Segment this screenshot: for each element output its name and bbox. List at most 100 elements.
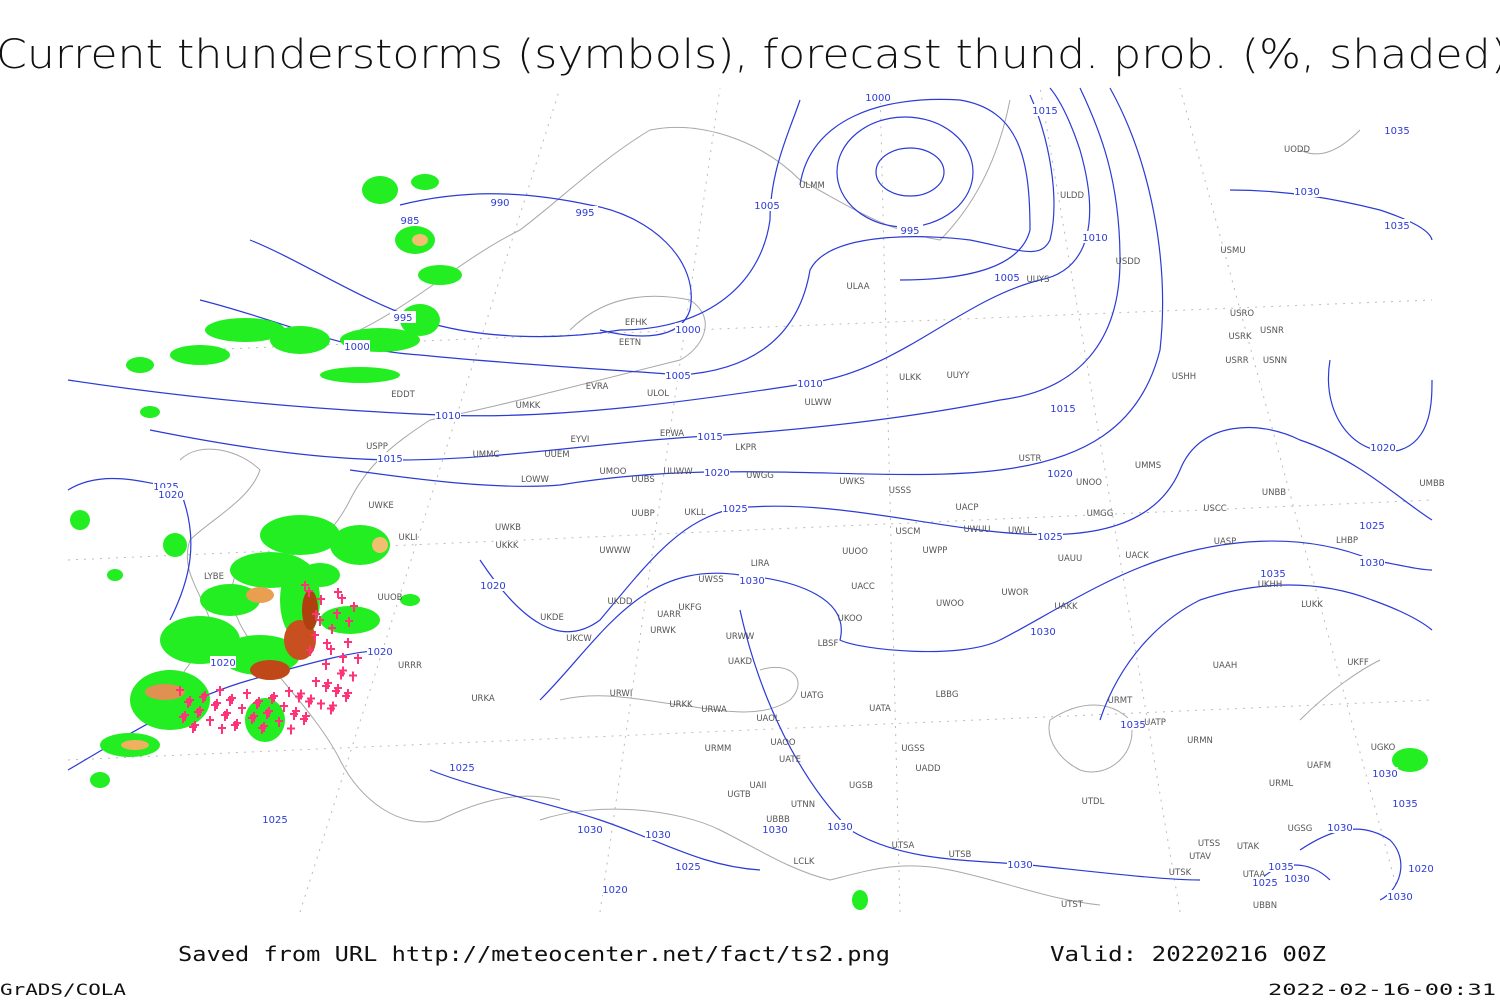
isobar-label-background xyxy=(1387,890,1413,902)
thunderstorm-symbol xyxy=(338,594,346,604)
station-label: UNOO xyxy=(1076,478,1102,488)
thunderstorm-symbol xyxy=(263,709,271,719)
source-url: Saved from URL http://meteocenter.net/fa… xyxy=(178,942,890,966)
station-label: UACK xyxy=(1125,551,1149,561)
probability-area xyxy=(126,357,154,373)
station-label: UADD xyxy=(915,764,941,774)
station-label: LIRA xyxy=(751,559,770,569)
station-label: UKFG xyxy=(678,603,701,613)
thunderstorm-symbol xyxy=(342,692,350,702)
isobar-label-background xyxy=(262,813,288,825)
isobar-label: 1030 xyxy=(1359,558,1384,569)
isobar-label: 1030 xyxy=(1284,874,1309,885)
station-label: URMM xyxy=(705,744,732,754)
isobar-label-background xyxy=(435,409,461,421)
station-label: URKK xyxy=(669,700,693,710)
station-label: URWW xyxy=(726,632,755,642)
thunderstorm-symbol xyxy=(290,710,298,720)
isobar-label: 1030 xyxy=(827,822,852,833)
isobar-label-background xyxy=(1047,467,1073,479)
station-label: UUEM xyxy=(544,450,569,460)
isobar-label-background xyxy=(722,502,748,514)
station-label: EFHK xyxy=(625,318,648,328)
thunderstorm-symbol xyxy=(238,704,246,714)
isobar-label-background xyxy=(665,369,691,381)
station-label: UUYY xyxy=(947,371,971,381)
station-label: EVRA xyxy=(586,382,609,392)
isobar-label: 1020 xyxy=(1047,469,1072,480)
station-label: USPP xyxy=(366,442,388,452)
station-label: USCC xyxy=(1203,504,1227,514)
isobar-label-background xyxy=(697,430,723,442)
thunderstorm-symbol xyxy=(337,669,345,680)
isobar-label: 1020 xyxy=(1370,443,1395,454)
station-label: UUBP xyxy=(631,509,654,519)
station-label: UKFF xyxy=(1347,658,1369,668)
isobar-label: 1015 xyxy=(697,432,722,443)
probability-area xyxy=(362,176,398,204)
isobar-label: 1035 xyxy=(1260,569,1285,580)
isobar-label: 990 xyxy=(490,198,509,209)
station-label: UAKK xyxy=(1054,602,1078,612)
isobar-label-background xyxy=(1372,767,1398,779)
thunderstorm-symbol xyxy=(306,646,314,656)
isobar-label: 1025 xyxy=(1252,878,1277,889)
isobar-label: 1025 xyxy=(722,504,747,515)
thunderstorm-symbol xyxy=(322,660,330,670)
station-label: UAUU xyxy=(1058,554,1082,564)
map-area xyxy=(67,87,1433,913)
probability-area xyxy=(330,525,390,565)
graticule xyxy=(67,87,1433,913)
station-label: UUYS xyxy=(1026,275,1049,285)
isobar-label: 1025 xyxy=(1037,532,1062,543)
isobar-label-background xyxy=(645,828,671,840)
isobar-label: 1035 xyxy=(1120,720,1145,731)
station-label: UBBB xyxy=(766,815,790,825)
station-label: UGSS xyxy=(901,744,925,754)
station-label: UNBB xyxy=(1262,488,1286,498)
probability-area xyxy=(160,616,240,664)
station-label: UWKE xyxy=(368,501,394,511)
isobar-label: 1035 xyxy=(1384,126,1409,137)
station-label: UACC xyxy=(851,582,875,592)
probability-area xyxy=(107,569,123,581)
thunderstorm-symbol xyxy=(334,588,342,598)
isobar-label-background xyxy=(675,323,701,335)
isobar-label-background xyxy=(739,574,765,586)
station-label: LOWW xyxy=(521,475,550,485)
station-label: USTR xyxy=(1019,454,1042,464)
isobar-label: 1025 xyxy=(449,763,474,774)
isobar-label: 1035 xyxy=(1392,799,1417,810)
station-label: UKOO xyxy=(838,614,863,624)
station-label: UBBN xyxy=(1253,901,1277,911)
isobar-label: 1020 xyxy=(602,885,627,896)
station-label: UUWW xyxy=(663,467,693,477)
isobar-label: 1030 xyxy=(1294,187,1319,198)
station-label: USCM xyxy=(896,527,921,537)
isobar-label-background xyxy=(994,271,1020,283)
isobar-label: 1005 xyxy=(754,201,779,212)
isobar-label: 1010 xyxy=(1082,233,1107,244)
station-label: LYBE xyxy=(204,572,224,582)
station-label: ULOL xyxy=(647,389,669,399)
isobar-label-background xyxy=(865,91,891,103)
station-label: LCLK xyxy=(794,857,815,867)
station-label: USNR xyxy=(1260,326,1284,336)
thunderstorm-symbol xyxy=(258,724,266,734)
probability-area xyxy=(121,740,149,750)
thunderstorm-symbol xyxy=(231,721,239,731)
thunderstorm-symbol xyxy=(327,704,335,715)
station-label: LUKK xyxy=(1301,600,1323,610)
thunderstorm-symbol xyxy=(280,702,288,712)
station-label: UGSB xyxy=(849,781,873,791)
station-label: UWOO xyxy=(936,599,964,609)
station-label: UWKS xyxy=(839,477,865,487)
isobar-label: 1030 xyxy=(739,576,764,587)
station-label: EYVI xyxy=(571,435,590,445)
thunderstorm-symbol xyxy=(206,716,214,726)
isobar-label-background xyxy=(754,199,780,211)
station-label: UAII xyxy=(749,781,766,791)
station-label: URKA xyxy=(471,694,495,704)
station-label: UWLL xyxy=(1008,526,1032,536)
isobar-label-background xyxy=(1392,797,1418,809)
